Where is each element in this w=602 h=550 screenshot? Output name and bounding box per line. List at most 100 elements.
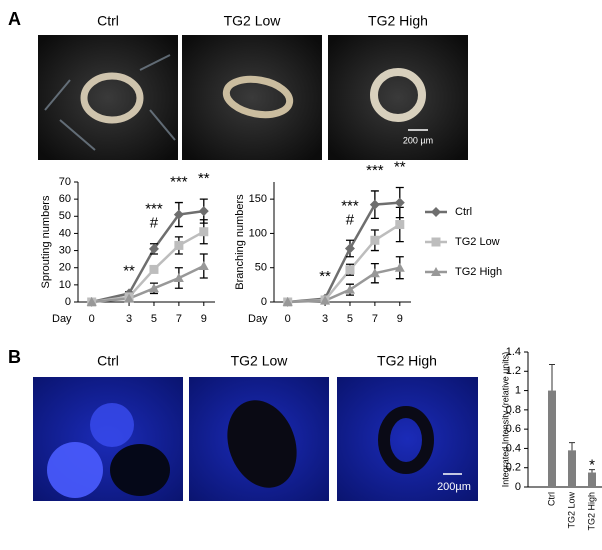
annotation: # (346, 211, 355, 228)
annotation: *** (341, 197, 359, 214)
x-axis-label: Day (52, 313, 72, 325)
y-tick-label: 0 (65, 296, 71, 308)
marker (282, 297, 293, 306)
photo: 200 µm (328, 35, 468, 160)
marker (199, 227, 209, 237)
x-tick-label: 0 (89, 313, 95, 325)
image-caption: TG2 Low (224, 13, 282, 29)
marker (173, 209, 184, 220)
x-tick-label: Ctrl (546, 492, 556, 506)
y-axis-label: Integrated Intensity (relative units) (500, 352, 510, 488)
y-axis-label: Sprouting numbers (40, 195, 52, 288)
marker (370, 235, 380, 245)
marker (394, 262, 405, 272)
y-tick-label: 50 (59, 210, 71, 222)
annotation: *** (366, 162, 384, 179)
x-tick-label: 3 (126, 313, 132, 325)
marker (320, 295, 331, 305)
y-tick-label: 0.6 (506, 423, 521, 435)
x-tick-label: 7 (372, 313, 378, 325)
marker (344, 284, 355, 294)
photo: 200µm (337, 377, 478, 501)
annotation: ** (319, 268, 331, 285)
y-axis-label: Branching numbers (234, 194, 246, 290)
photo (33, 377, 183, 501)
annotation: * (589, 457, 595, 474)
marker (148, 243, 159, 254)
x-tick-label: 5 (347, 313, 353, 325)
y-tick-label: 40 (59, 227, 71, 239)
x-tick-label: 9 (397, 313, 403, 325)
marker (395, 220, 405, 230)
y-tick-label: 60 (59, 193, 71, 205)
marker (148, 283, 159, 293)
marker (345, 265, 355, 275)
x-axis-label: Day (248, 313, 268, 325)
marker (198, 261, 209, 270)
error-bar (569, 442, 575, 451)
legend-marker (431, 207, 441, 217)
photo (182, 35, 322, 160)
y-tick-label: 1 (515, 384, 521, 396)
series-line (91, 264, 205, 304)
y-tick-label: 70 (59, 176, 71, 188)
annotation: *** (170, 174, 188, 191)
x-tick-label: 0 (285, 313, 291, 325)
x-tick-label: 5 (151, 313, 157, 325)
series-line (287, 201, 400, 304)
photo (38, 35, 178, 160)
y-tick-label: 50 (255, 262, 267, 274)
marker (124, 293, 135, 303)
x-tick-label: 7 (176, 313, 182, 325)
legend-label: TG2 High (455, 266, 502, 278)
marker (344, 243, 355, 254)
marker (174, 240, 184, 250)
x-tick-label: 9 (201, 313, 207, 325)
x-tick-label: 3 (322, 313, 328, 325)
bar (588, 472, 596, 487)
series-line (287, 266, 401, 304)
panel-label: A (8, 9, 21, 29)
annotation: ** (123, 263, 135, 280)
annotation: ** (394, 158, 406, 175)
panel-label: B (8, 347, 21, 367)
marker (173, 273, 184, 282)
y-tick-label: 0 (261, 296, 267, 308)
image-caption: TG2 Low (231, 353, 289, 369)
y-tick-label: 0.4 (506, 442, 521, 454)
y-tick-label: 100 (249, 227, 267, 239)
error-bar (589, 469, 595, 473)
legend-marker (431, 267, 441, 276)
bar (568, 450, 576, 487)
legend-label: TG2 Low (455, 236, 500, 248)
error-bar (549, 364, 555, 391)
y-tick-label: 20 (59, 262, 71, 274)
image-caption: TG2 High (377, 353, 437, 369)
marker (369, 199, 380, 210)
y-tick-label: 150 (249, 193, 267, 205)
image-caption: TG2 High (368, 13, 428, 29)
scale-bar-label: 200 µm (403, 135, 433, 145)
legend-marker (431, 237, 441, 247)
photo (189, 377, 329, 501)
y-tick-label: 0.8 (506, 404, 521, 416)
scale-bar-label: 200µm (437, 481, 471, 493)
legend-label: Ctrl (455, 206, 472, 218)
y-tick-label: 1.4 (506, 346, 521, 358)
marker (198, 206, 209, 217)
annotation: ** (198, 170, 210, 187)
marker (369, 268, 380, 278)
y-tick-label: 30 (59, 244, 71, 256)
marker (394, 197, 405, 208)
annotation: # (150, 215, 159, 232)
image-caption: Ctrl (97, 13, 119, 29)
y-tick-label: 10 (59, 279, 71, 291)
x-tick-label: TG2 High (586, 492, 596, 531)
y-tick-label: 0 (515, 481, 521, 493)
x-tick-label: TG2 Low (566, 492, 576, 529)
bar (548, 390, 556, 487)
image-caption: Ctrl (97, 353, 119, 369)
y-tick-label: 1.2 (506, 365, 521, 377)
series-line (91, 209, 204, 304)
